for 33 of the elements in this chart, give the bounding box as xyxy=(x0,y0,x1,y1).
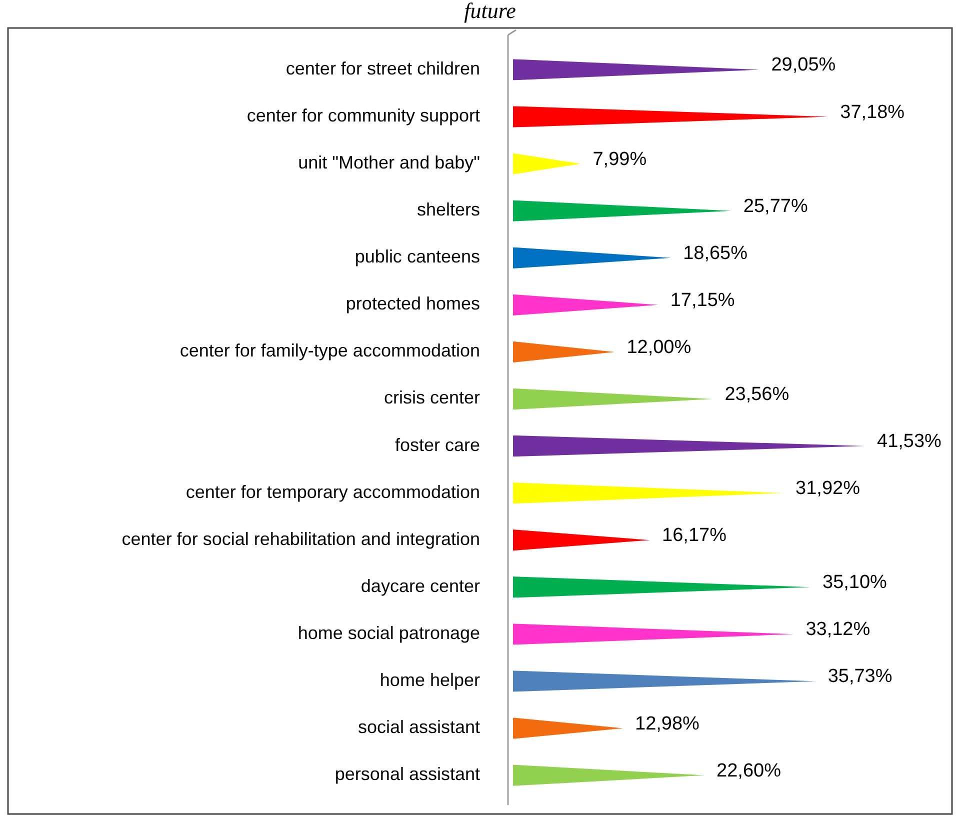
data-label: 35,10% xyxy=(822,572,888,594)
data-label: 7,99% xyxy=(592,148,647,170)
y-tick-label: foster care xyxy=(394,434,480,455)
y-tick-label: center for street children xyxy=(286,58,480,78)
data-label: 16,17% xyxy=(662,525,727,546)
data-label: 23,56% xyxy=(724,384,790,405)
chart-title: future xyxy=(464,0,516,23)
y-tick-label: crisis center xyxy=(384,388,480,408)
data-label: 22,60% xyxy=(716,760,782,782)
y-tick-label: unit "Mother and baby" xyxy=(298,152,480,173)
data-label: 35,73% xyxy=(828,666,892,688)
y-tick-label: home social patronage xyxy=(298,622,480,643)
data-label: 31,92% xyxy=(796,478,860,500)
data-label: 37,18% xyxy=(840,102,905,123)
data-label: 33,12% xyxy=(806,619,870,640)
data-label: 12,98% xyxy=(635,713,700,734)
y-tick-label: shelters xyxy=(416,200,480,220)
y-tick-label: center for temporary accommodation xyxy=(186,482,480,502)
y-tick-label: home helper xyxy=(380,670,480,690)
y-tick-label: public canteens xyxy=(354,246,480,267)
y-tick-label: center for social rehabilitation and integration xyxy=(122,528,480,549)
data-label: 18,65% xyxy=(683,242,748,264)
y-tick-label: center for family-type accommodation xyxy=(180,340,480,361)
y-tick-label: center for community support xyxy=(246,105,480,126)
y-tick-label: protected homes xyxy=(346,294,480,314)
y-tick-label: daycare center xyxy=(360,576,480,596)
data-label: 25,77% xyxy=(743,196,808,217)
y-tick-label: social assistant xyxy=(358,717,480,738)
y-tick-label: personal assistant xyxy=(334,764,480,784)
data-label: 41,53% xyxy=(877,431,942,452)
data-label: 17,15% xyxy=(670,290,735,311)
data-label: 29,05% xyxy=(771,54,836,76)
data-label: 12,00% xyxy=(626,336,692,358)
